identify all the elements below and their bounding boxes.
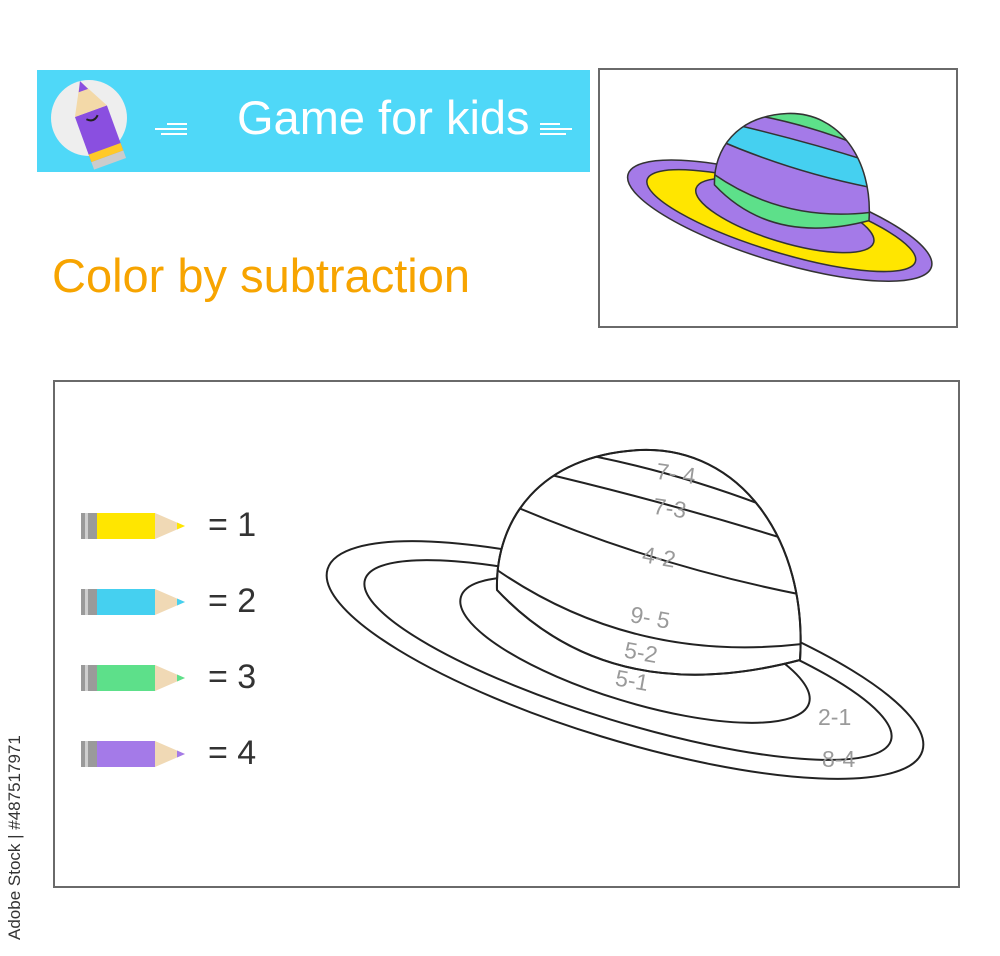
coloring-area-frame: [53, 380, 960, 888]
crown-band-3-label: 4-2: [640, 541, 677, 572]
reference-picture-frame: [598, 68, 958, 328]
reference-colored-hat: [626, 112, 933, 282]
title-banner: Game for kids: [37, 70, 590, 172]
blue-pencil-icon: [81, 589, 185, 615]
banner-title: Game for kids: [237, 91, 530, 144]
brim-middle-label: 2-1: [818, 704, 851, 730]
legend-value: = 3: [208, 658, 257, 696]
outline-hat: [325, 448, 925, 780]
pencil-mascot-icon: [51, 80, 127, 170]
brim-outer-label: 8-4: [822, 746, 855, 772]
crown-band-2-label: 7-3: [652, 493, 689, 523]
legend-item-green: = 3: [80, 658, 280, 696]
crown-band-5-label: 5-2: [622, 637, 659, 668]
legend-value: = 4: [208, 734, 257, 772]
legend-value: = 2: [208, 582, 257, 620]
purple-pencil-icon: [81, 741, 185, 767]
legend-value: = 1: [208, 506, 257, 544]
crown-band-1-label: 7- 4: [655, 458, 698, 489]
decorative-dash-left: [155, 120, 187, 135]
brim-inner-label: 5-1: [613, 665, 650, 696]
legend-item-yellow: = 1: [80, 506, 280, 544]
stock-credit: Adobe Stock | #487517971: [5, 735, 24, 940]
green-pencil-icon: [81, 665, 185, 691]
yellow-pencil-icon: [81, 513, 185, 539]
decorative-dash-right: [540, 120, 572, 135]
legend-item-blue: = 2: [80, 582, 280, 620]
legend-item-purple: = 4: [80, 734, 280, 772]
worksheet-subtitle: Color by subtraction: [52, 249, 470, 302]
